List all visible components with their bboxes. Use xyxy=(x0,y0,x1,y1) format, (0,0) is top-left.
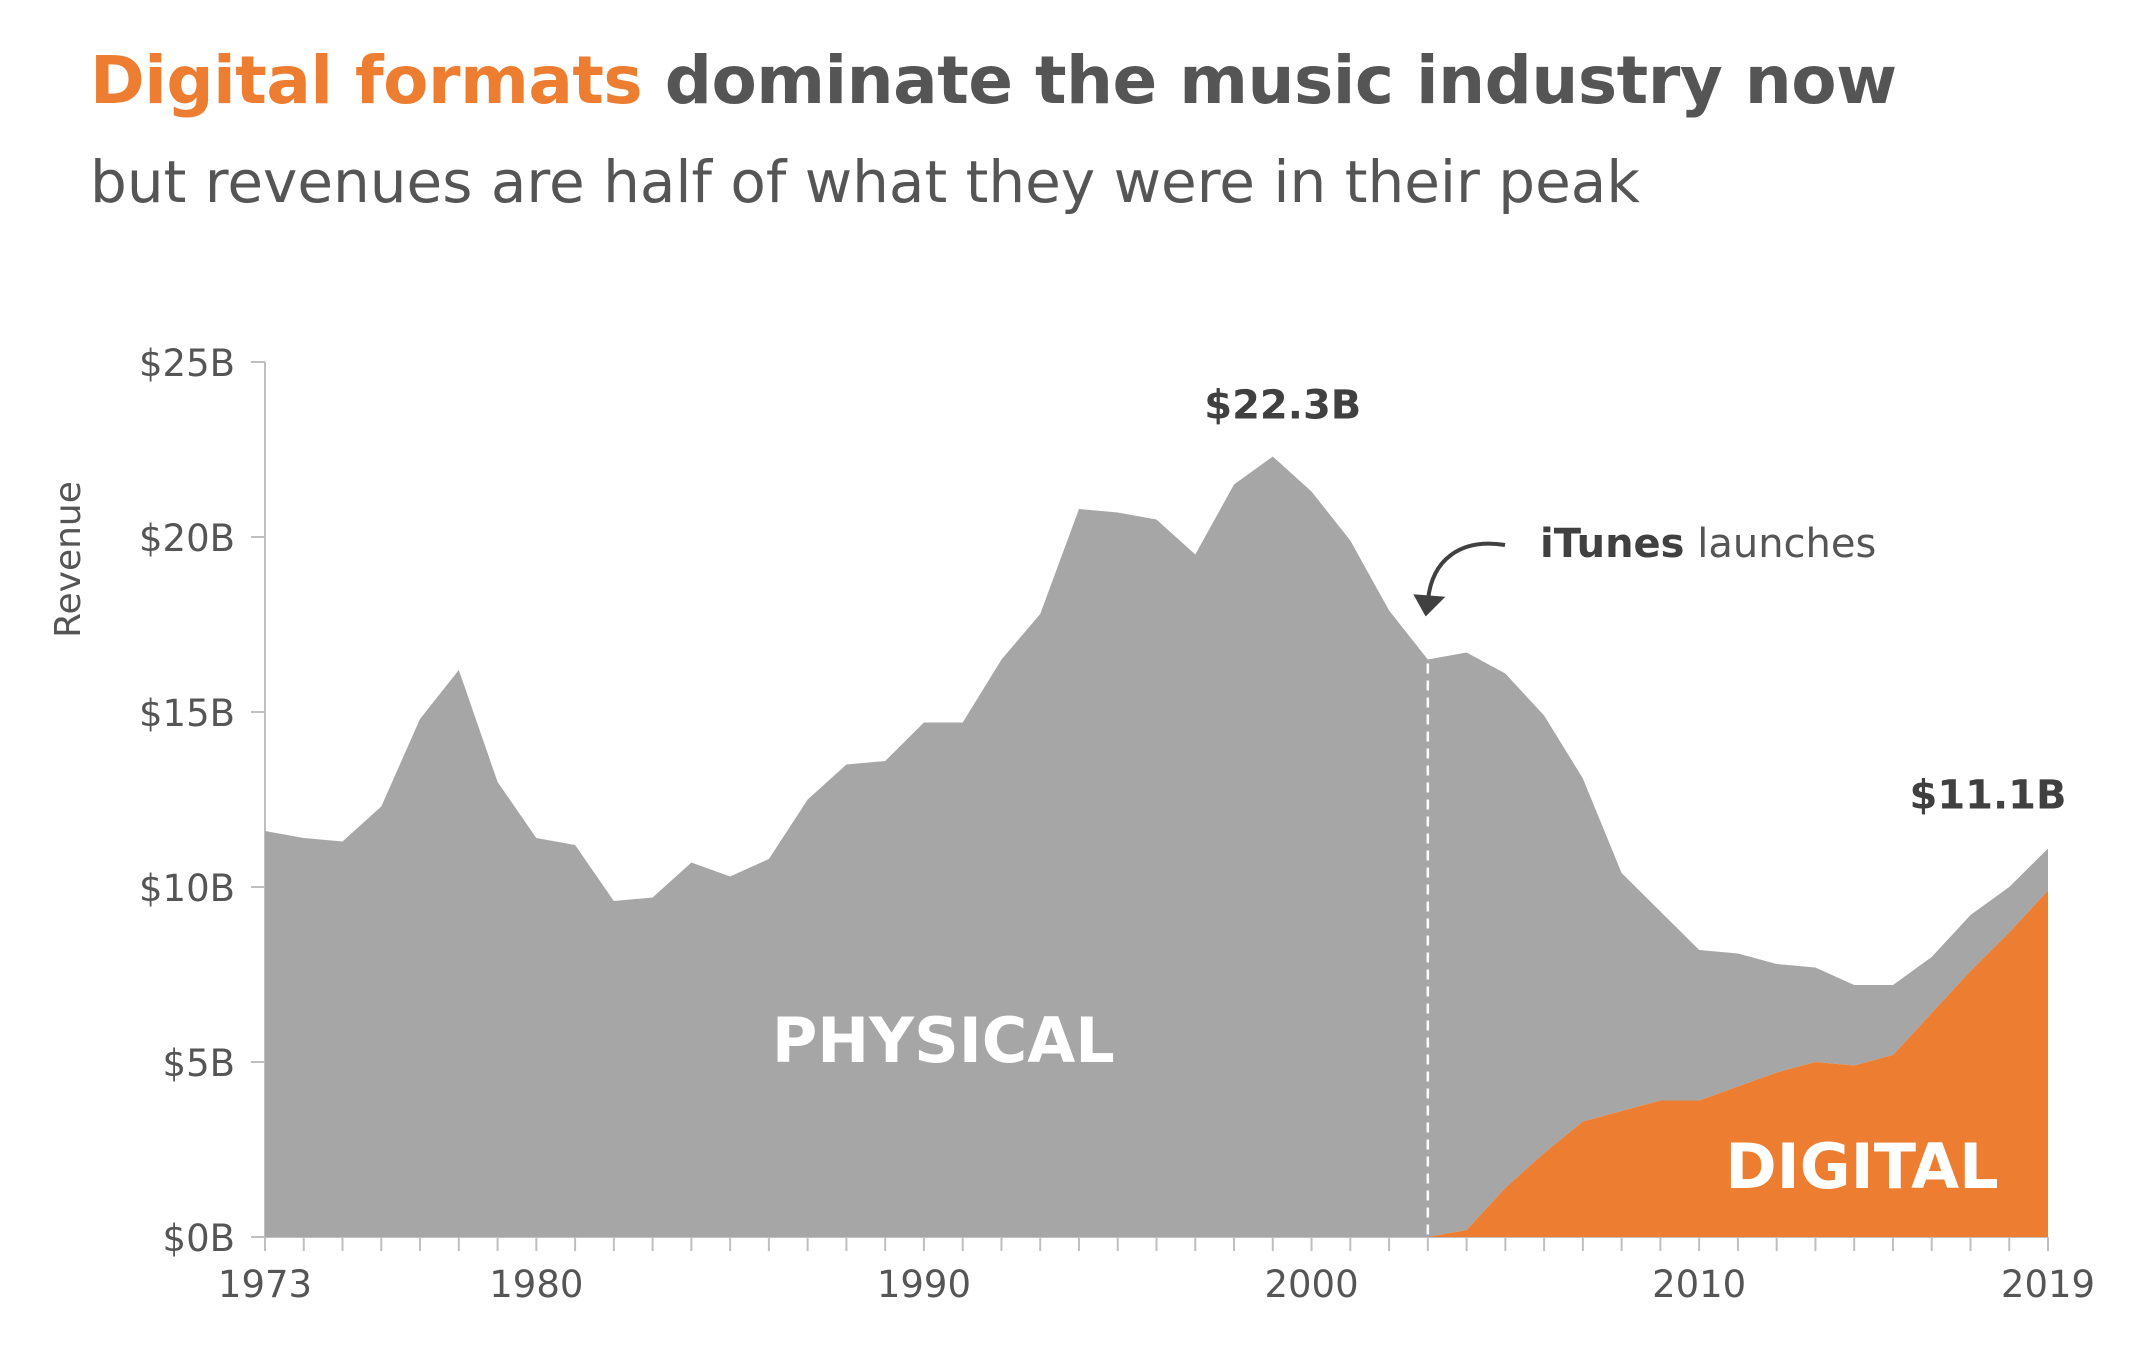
labels-layer: $0B $5B $10B $15B $20B $25B 1973 1980 1990 2000 20… xyxy=(48,342,2095,1306)
title-accent: Digital formats xyxy=(90,42,643,119)
physical-area xyxy=(265,456,2048,1237)
x-tick-label: 2010 xyxy=(1652,1263,1746,1306)
y-axis-label: Revenue xyxy=(48,481,89,638)
y-tick-label: $0B xyxy=(163,1217,235,1260)
itunes-arrow xyxy=(1426,541,1506,601)
itunes-annotation-rest: launches xyxy=(1685,521,1877,567)
chart-subtitle: but revenues are half of what they were … xyxy=(90,148,1640,216)
series-label-physical: PHYSICAL xyxy=(772,1004,1115,1077)
y-tick-label: $10B xyxy=(139,867,235,910)
y-tick-label: $20B xyxy=(139,517,235,560)
itunes-annotation-bold: iTunes xyxy=(1540,521,1685,567)
x-tick-label: 2000 xyxy=(1264,1263,1358,1306)
series-label-digital: DIGITAL xyxy=(1725,1130,1998,1203)
y-tick-label: $15B xyxy=(139,692,235,735)
title-rest: dominate the music industry now xyxy=(642,42,1897,119)
digital-area xyxy=(1427,890,2048,1237)
x-tick-label: 1973 xyxy=(218,1263,312,1306)
peak-value-label: $22.3B xyxy=(1204,383,1361,429)
itunes-arrow-head xyxy=(1413,594,1446,617)
x-tick-label: 1980 xyxy=(489,1263,583,1306)
itunes-annotation: iTunes launches xyxy=(1540,521,1876,567)
x-tick-label: 1990 xyxy=(877,1263,971,1306)
y-tick-label: $5B xyxy=(163,1042,235,1085)
y-tick-label: $25B xyxy=(139,342,235,385)
areas-layer xyxy=(265,456,2048,1237)
chart-title: Digital formats dominate the music indus… xyxy=(90,42,1897,119)
end-value-label: $11.1B xyxy=(1909,773,2066,819)
x-tick-label: 2019 xyxy=(2001,1263,2095,1306)
